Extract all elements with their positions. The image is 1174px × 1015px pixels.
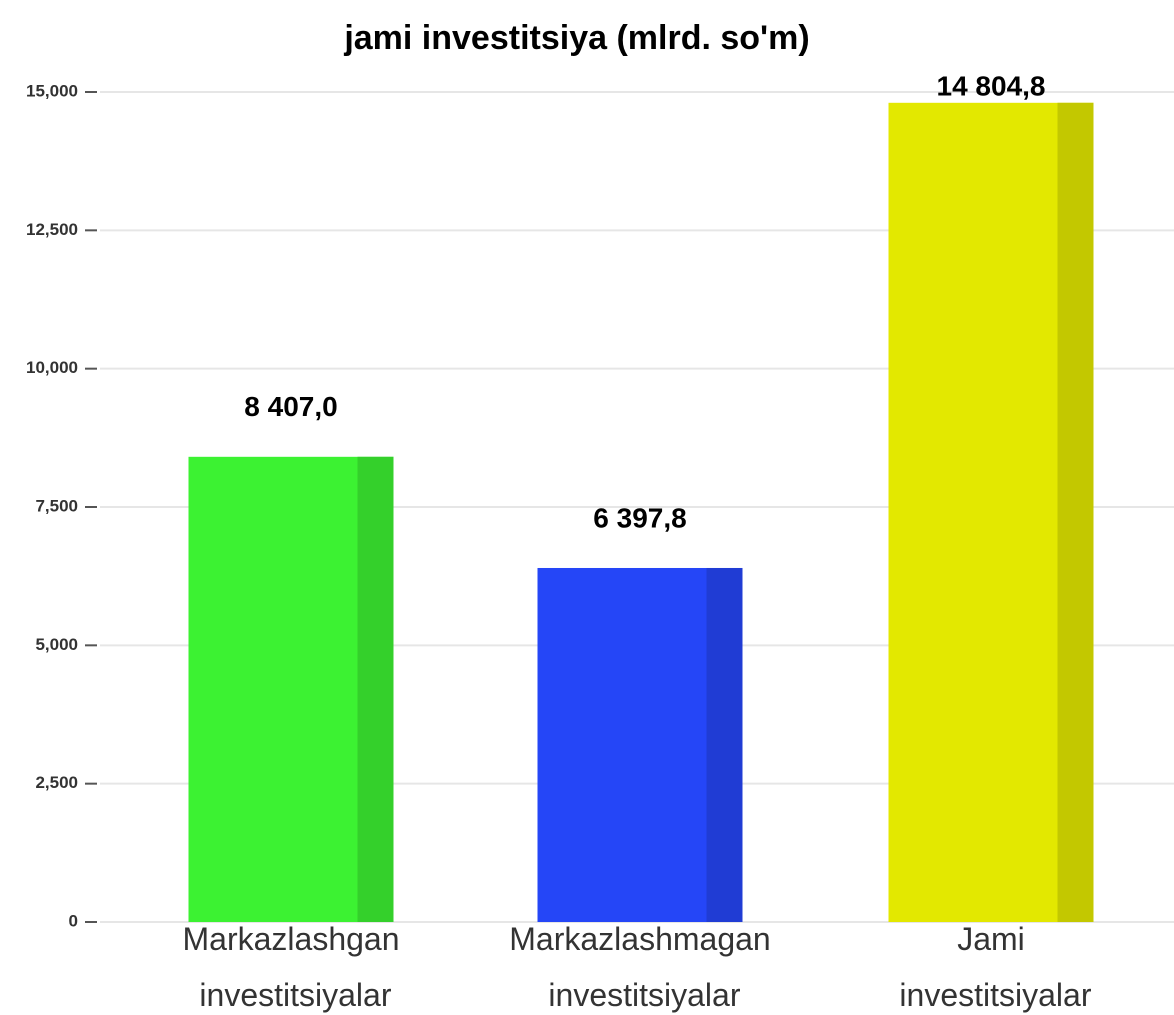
bar-side (706, 567, 743, 922)
y-tick-label: 2,500 (35, 773, 78, 792)
value-label: 6 397,8 (593, 502, 686, 533)
y-tick-label: 12,500 (26, 220, 78, 239)
y-tick-label: 0 (69, 911, 78, 930)
x-tick-label: Markazlashmagan investitsiyalar (509, 921, 770, 1013)
value-label: 14 804,8 (937, 70, 1046, 101)
bar-side (357, 456, 394, 922)
bar-side (1057, 102, 1094, 922)
y-tick-label: 15,000 (26, 81, 78, 100)
x-tick-label: Markazlashgan investitsiyalar (183, 921, 400, 1013)
x-tick-label: Jami investitsiyalar (891, 921, 1092, 1013)
y-tick-label: 7,500 (35, 496, 78, 515)
value-label: 8 407,0 (244, 391, 337, 422)
y-tick-label: 5,000 (35, 635, 78, 654)
y-tick-label: 10,000 (26, 358, 78, 377)
chart-title: jami investitsiya (mlrd. so'm) (343, 19, 809, 57)
